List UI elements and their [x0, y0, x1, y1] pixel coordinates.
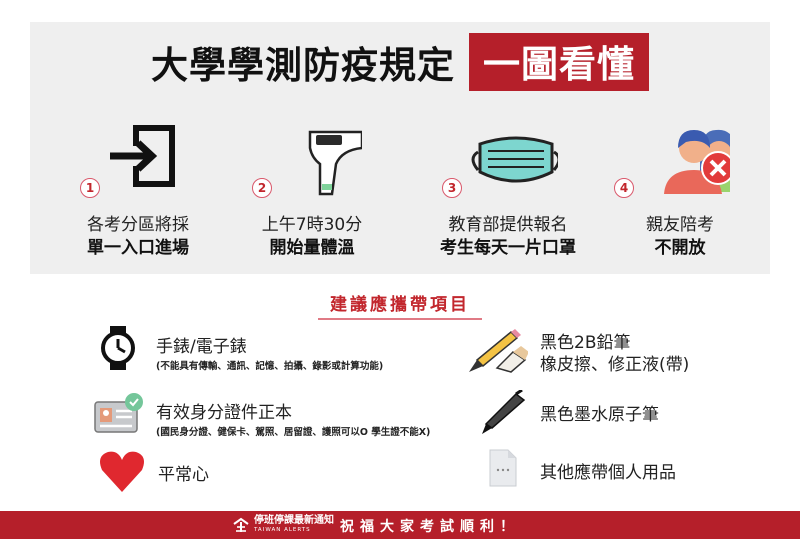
pencil-eraser-icon [469, 329, 528, 373]
item-id: 有效身分證件正本 (國民身分證、健保卡、駕照、居留證、護照可以O 學生證不能X) [94, 392, 474, 442]
step-number: 1 [80, 178, 100, 198]
step-line2: 考生每天一片口罩 [440, 238, 576, 258]
footer-bar: 停班停課最新通知 TAIWAN ALERTS 祝福大家考試順利！ [0, 511, 800, 539]
item-label: 黑色墨水原子筆 [540, 405, 659, 425]
item-label: 黑色2B鉛筆 [540, 333, 631, 353]
watch-icon [101, 326, 135, 370]
step-1: 1 各考分區將採 單一入口進場 [48, 118, 228, 258]
footer-brand: 停班停課最新通知 [254, 515, 334, 526]
item-label: 橡皮擦、修正液(帶) [540, 355, 690, 375]
item-label: 平常心 [158, 465, 209, 485]
step-4: 4 親友陪考 不開放 [590, 118, 770, 258]
pen-icon [482, 390, 526, 434]
step-line2: 單一入口進場 [87, 238, 189, 258]
footer-brand-en: TAIWAN ALERTS [254, 527, 311, 533]
item-label: 手錶/電子錶 [156, 337, 247, 357]
document-icon [489, 449, 517, 487]
step-number: 2 [252, 178, 272, 198]
item-watch: 手錶/電子錶 (不能具有傳輸、通訊、記憶、拍攝、錄影或計算功能) [94, 326, 414, 376]
step-line1: 上午7時30分 [261, 215, 363, 235]
heart-icon [100, 451, 144, 492]
step-line1: 親友陪考 [646, 215, 714, 235]
item-label: 有效身分證件正本 [156, 403, 292, 423]
footer-slogan: 祝福大家考試順利！ [340, 519, 520, 535]
thermometer-icon [308, 130, 362, 196]
item-other: 其他應帶個人用品 [488, 448, 728, 492]
id-card-icon [94, 393, 143, 433]
item-pen: 黑色墨水原子筆 [480, 390, 720, 436]
step-2: 2 上午7時30分 開始量體溫 [222, 118, 402, 258]
item-label: 其他應帶個人用品 [540, 463, 676, 483]
step-number: 4 [614, 178, 634, 198]
step-line1: 各考分區將採 [87, 215, 189, 235]
step-number: 3 [442, 178, 462, 198]
step-3: 3 教育部提供報名 考生每天一片口罩 [418, 118, 598, 258]
item-note: (國民身分證、健保卡、駕照、居留證、護照可以O 學生證不能X) [156, 427, 431, 438]
item-heart: 平常心 [98, 450, 298, 494]
item-pencil: 黑色2B鉛筆 橡皮擦、修正液(帶) [466, 326, 716, 378]
step-line2: 開始量體溫 [269, 238, 355, 258]
step-line2: 不開放 [654, 238, 706, 258]
taiwan-alerts-logo-icon [233, 517, 249, 532]
mask-icon [471, 136, 558, 183]
entrance-icon [110, 125, 175, 187]
section-underline [318, 318, 482, 320]
page-title: 大學學測防疫規定 一圖看懂 [0, 33, 800, 91]
title-main: 大學學測防疫規定 [151, 44, 455, 87]
no-companion-icon [664, 129, 730, 194]
step-line1: 教育部提供報名 [448, 215, 568, 235]
section-title: 建議應攜帶項目 [330, 295, 470, 315]
item-note: (不能具有傳輸、通訊、記憶、拍攝、錄影或計算功能) [156, 361, 384, 372]
title-tag: 一圖看懂 [469, 33, 649, 91]
